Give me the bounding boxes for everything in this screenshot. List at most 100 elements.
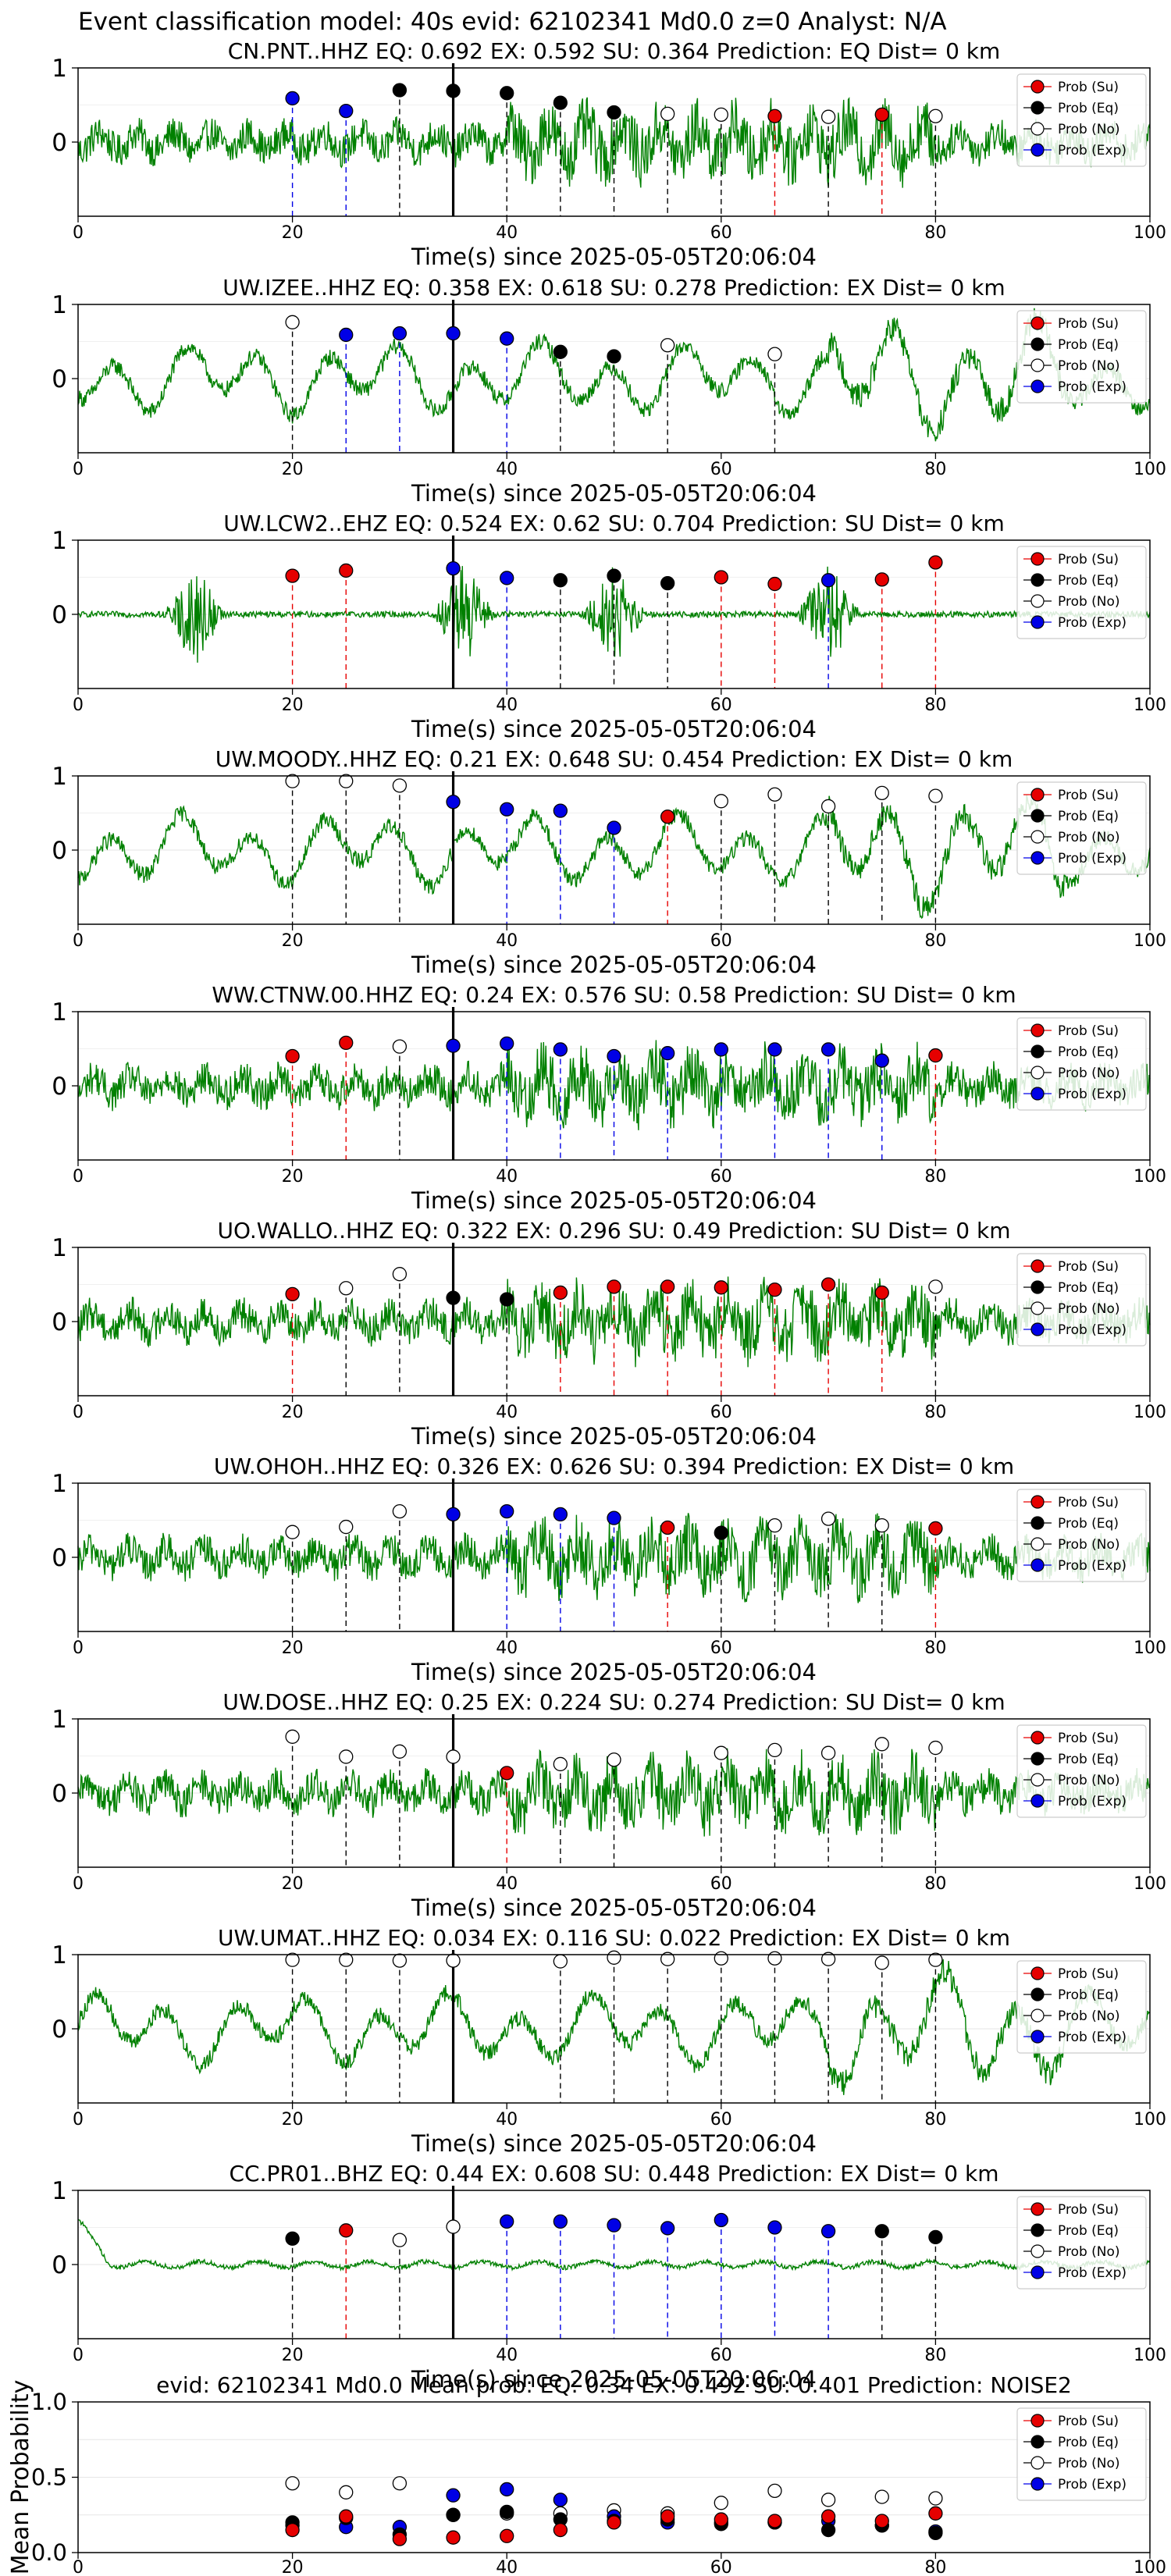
y-tick-label: 0 — [52, 2016, 67, 2044]
legend-label-no: Prob (No) — [1058, 2008, 1120, 2024]
legend-marker-eq — [1030, 2223, 1045, 2237]
legend-label-exp: Prob (Exp) — [1058, 615, 1127, 631]
prob-marker-su — [928, 1048, 943, 1063]
mean-marker-no — [392, 2476, 408, 2491]
x-tick-label: 60 — [710, 223, 732, 243]
prob-marker-exp — [500, 802, 514, 817]
prob-marker-exp — [553, 2214, 568, 2229]
prob-marker-exp — [874, 1053, 889, 1068]
mean-marker-su — [392, 2532, 408, 2546]
panel-title: UW.OHOH..HHZ EQ: 0.326 EX: 0.626 SU: 0.3… — [214, 1453, 1014, 1479]
mean-marker-eq — [928, 2525, 943, 2541]
prob-marker-exp — [553, 1507, 568, 1522]
prob-marker-exp — [446, 560, 461, 576]
prob-marker-no — [820, 1745, 836, 1760]
prob-marker-no — [446, 1749, 461, 1764]
x-axis-label: Time(s) since 2025-05-05T20:06:04 — [411, 244, 817, 270]
legend-label-no: Prob (No) — [1058, 2244, 1120, 2260]
y-tick-label: 0 — [52, 1780, 67, 1808]
x-tick-label: 0 — [73, 931, 84, 951]
y-tick-label: 0 — [52, 365, 67, 393]
x-tick-label: 100 — [1134, 1638, 1166, 1658]
prob-marker-su — [285, 1286, 300, 1301]
prob-marker-no — [392, 1267, 408, 1282]
prob-marker-su — [339, 2223, 354, 2238]
prob-marker-su — [553, 1285, 568, 1300]
prob-marker-su — [928, 555, 943, 570]
legend-box — [1016, 1724, 1147, 1818]
legend-label-su: Prob (Su) — [1058, 2202, 1119, 2218]
prob-marker-eq — [553, 344, 568, 359]
x-tick-label: 20 — [282, 2110, 304, 2129]
prob-marker-exp — [339, 103, 354, 119]
prob-marker-exp — [607, 820, 621, 835]
x-tick-label: 100 — [1134, 2110, 1166, 2129]
prob-marker-su — [767, 1283, 782, 1297]
panel-title: CN.PNT..HHZ EQ: 0.692 EX: 0.592 SU: 0.36… — [228, 38, 1001, 64]
x-tick-label: 80 — [924, 1167, 946, 1187]
x-tick-label: 80 — [924, 223, 946, 243]
prob-marker-su — [660, 809, 675, 824]
x-tick-label: 20 — [282, 696, 304, 715]
prob-marker-no — [874, 1737, 889, 1752]
x-axis-label: Time(s) since 2025-05-05T20:06:04 — [411, 2366, 817, 2393]
legend-marker-eq — [1030, 1987, 1045, 2001]
x-tick-label: 20 — [282, 2558, 304, 2576]
mean-marker-su — [714, 2512, 728, 2527]
prob-marker-eq — [446, 84, 461, 98]
x-tick-label: 20 — [282, 1167, 304, 1187]
legend-marker-no — [1030, 1066, 1045, 1080]
legend-label-su: Prob (Su) — [1058, 1966, 1119, 1982]
prob-marker-exp — [607, 1510, 621, 1525]
prob-marker-no — [928, 1740, 943, 1756]
legend-marker-su — [1030, 1966, 1045, 1980]
legend-marker-exp — [1030, 1794, 1045, 1808]
legend-label-eq: Prob (Eq) — [1058, 1044, 1119, 1060]
prob-marker-exp — [660, 2221, 675, 2236]
panel-title: UW.UMAT..HHZ EQ: 0.034 EX: 0.116 SU: 0.0… — [218, 1925, 1010, 1951]
legend-marker-su — [1030, 80, 1045, 94]
waveform-trace — [77, 97, 1151, 188]
prob-marker-exp — [553, 803, 568, 818]
prob-marker-eq — [607, 568, 621, 583]
x-tick-label: 80 — [924, 2346, 946, 2365]
x-tick-label: 0 — [73, 1874, 84, 1894]
y-tick-label: 0 — [52, 601, 67, 629]
x-tick-label: 20 — [282, 460, 304, 479]
legend-marker-su — [1030, 1023, 1045, 1037]
legend-label-eq: Prob (Eq) — [1058, 101, 1119, 116]
legend-box — [1016, 1253, 1147, 1347]
x-tick-label: 40 — [496, 696, 518, 715]
legend-marker-su — [1030, 2202, 1045, 2216]
prob-marker-exp — [820, 2224, 836, 2239]
prob-marker-su — [820, 1277, 836, 1292]
mean-marker-su — [446, 2530, 461, 2545]
legend-label-eq: Prob (Eq) — [1058, 573, 1119, 589]
legend-label-su: Prob (Su) — [1058, 1495, 1119, 1510]
prob-marker-eq — [607, 105, 621, 120]
mean-marker-exp — [500, 2482, 514, 2497]
panel-title: WW.CTNW.00.HHZ EQ: 0.24 EX: 0.576 SU: 0.… — [212, 982, 1016, 1008]
prob-marker-exp — [500, 571, 514, 585]
y-tick-label: 0 — [52, 1073, 67, 1101]
mean-marker-no — [285, 2476, 300, 2491]
x-tick-label: 60 — [710, 2110, 732, 2129]
prob-marker-exp — [446, 326, 461, 341]
x-tick-label: 60 — [710, 1638, 732, 1658]
prob-marker-no — [874, 1518, 889, 1533]
x-tick-label: 80 — [924, 1638, 946, 1658]
prob-marker-exp — [446, 1038, 461, 1053]
legend-marker-no — [1030, 2244, 1045, 2258]
prob-marker-no — [553, 1756, 568, 1772]
prob-marker-su — [660, 1279, 675, 1294]
panel-title: evid: 62102341 Md0.0 Mean prob: EQ: 0.34… — [156, 2372, 1072, 2398]
prob-marker-exp — [500, 1036, 514, 1051]
panel-title: UW.IZEE..HHZ EQ: 0.358 EX: 0.618 SU: 0.2… — [222, 275, 1005, 301]
legend-marker-su — [1030, 788, 1045, 802]
prob-marker-no — [767, 1742, 782, 1758]
prob-marker-no — [820, 1952, 836, 1966]
y-tick-label: 1 — [52, 291, 67, 319]
